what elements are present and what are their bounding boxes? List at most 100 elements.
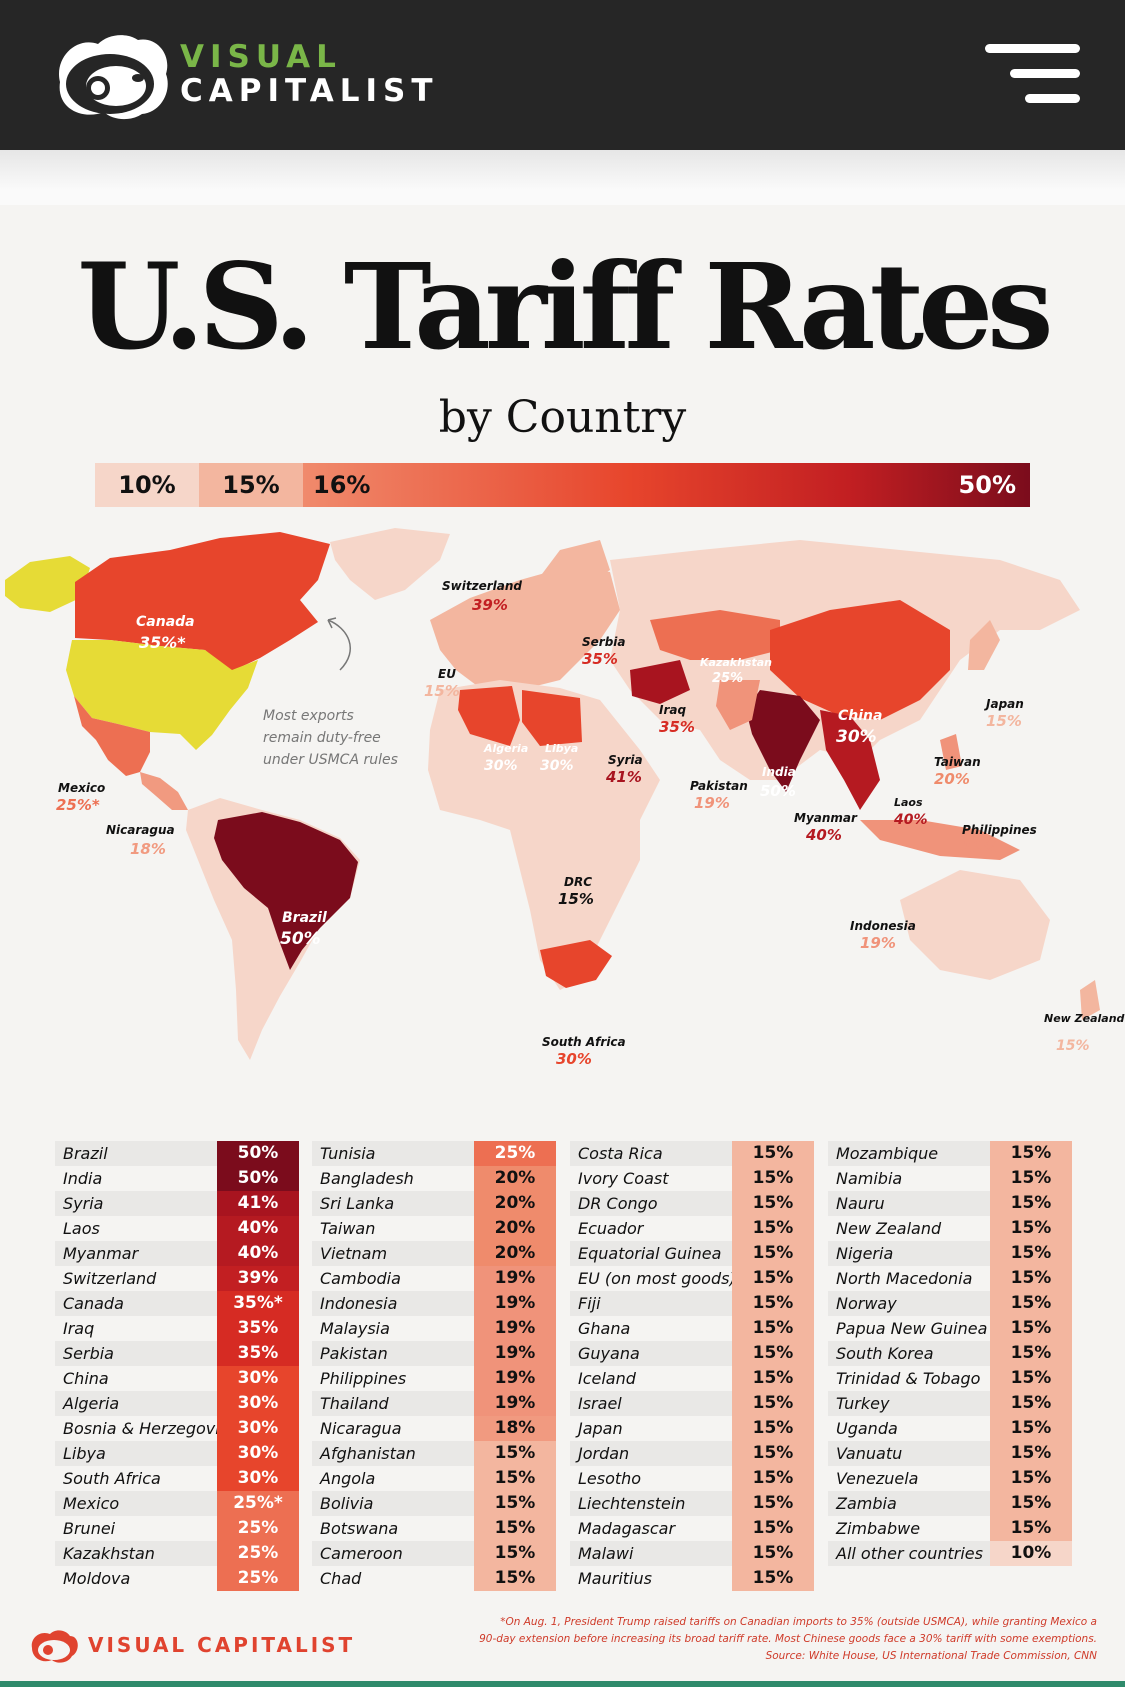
country-name: Equatorial Guinea xyxy=(570,1241,732,1266)
label-canada-name: Canada xyxy=(136,614,195,630)
tariff-rate: 50% xyxy=(217,1166,299,1191)
table-row: Indonesia 19% xyxy=(312,1291,556,1316)
table-row: China 30% xyxy=(55,1366,299,1391)
tariff-rate: 19% xyxy=(474,1266,556,1291)
title-part-rates: Rates xyxy=(704,237,1053,376)
label-drc-name: DRC xyxy=(564,875,592,889)
kazakhstan-shape xyxy=(650,610,780,660)
table-row: Uganda 15% xyxy=(828,1416,1072,1441)
label-mexico-name: Mexico xyxy=(58,781,105,795)
country-name: Iceland xyxy=(578,1369,636,1388)
tariff-rate: 15% xyxy=(732,1516,814,1541)
country-name: Algeria xyxy=(55,1391,217,1416)
table-row: South Korea 15% xyxy=(828,1341,1072,1366)
usmca-note-line2: remain duty-free xyxy=(263,730,381,746)
new-zealand-shape xyxy=(1080,980,1100,1020)
country-name: Brazil xyxy=(55,1141,217,1166)
table-row: Botswana 15% xyxy=(312,1516,556,1541)
country-name: Namibia xyxy=(836,1169,903,1188)
canada-shape xyxy=(75,532,330,672)
table-row: Laos 40% xyxy=(55,1216,299,1241)
tariff-rate: 15% xyxy=(990,1441,1072,1466)
greenland-shape xyxy=(330,528,450,600)
table-row: Zambia 15% xyxy=(828,1491,1072,1516)
tariff-rate: 15% xyxy=(990,1516,1072,1541)
table-row: Sri Lanka 20% xyxy=(312,1191,556,1216)
country-name: Venezuela xyxy=(836,1469,919,1488)
country-name: Syria xyxy=(55,1191,217,1216)
tariff-rate: 35% xyxy=(217,1341,299,1366)
table-row: Ecuador 15% xyxy=(570,1216,814,1241)
table-row: Ivory Coast 15% xyxy=(570,1166,814,1191)
label-libya-rate: 30% xyxy=(540,758,574,774)
world-tariff-map: Most exports remain duty-free under USMC… xyxy=(5,528,1125,1068)
libya-shape xyxy=(522,690,582,746)
algeria-shape xyxy=(458,686,520,746)
table-row: Vanuatu 15% xyxy=(828,1441,1072,1466)
tariff-rate: 15% xyxy=(732,1466,814,1491)
table-row: Syria 41% xyxy=(55,1191,299,1216)
tariff-rate: 15% xyxy=(732,1141,814,1166)
china-shape xyxy=(770,600,950,720)
country-name: India xyxy=(63,1169,103,1188)
country-name: Taiwan xyxy=(320,1219,376,1238)
tariff-rate: 15% xyxy=(732,1266,814,1291)
tariff-rate: 40% xyxy=(217,1241,299,1266)
label-new-zealand-name: New Zealand xyxy=(1044,1012,1125,1025)
brand-wordmark[interactable]: VISUAL CAPITALIST xyxy=(180,42,439,107)
table-row: Mexico 25%* xyxy=(55,1491,299,1516)
country-name: Fiji xyxy=(570,1291,732,1316)
tariff-rate: 15% xyxy=(732,1491,814,1516)
country-name: Guyana xyxy=(570,1341,732,1366)
tariff-rate: 15% xyxy=(732,1241,814,1266)
tariff-rate: 20% xyxy=(474,1191,556,1216)
tariff-rate: 15% xyxy=(474,1466,556,1491)
label-eu-rate: 15% xyxy=(424,682,460,700)
visual-capitalist-logo-icon[interactable] xyxy=(46,28,174,122)
table-row: Cambodia 19% xyxy=(312,1266,556,1291)
country-name: Mauritius xyxy=(578,1569,652,1588)
country-name: Bolivia xyxy=(312,1491,474,1516)
country-name: Libya xyxy=(55,1441,217,1466)
tariff-rate: 15% xyxy=(474,1491,556,1516)
tariff-rate: 30% xyxy=(217,1391,299,1416)
table-row: Brunei 25% xyxy=(55,1516,299,1541)
tariff-rate: 15% xyxy=(732,1416,814,1441)
table-row: Malaysia 19% xyxy=(312,1316,556,1341)
menu-bar-bottom xyxy=(1025,94,1080,103)
europe-shape xyxy=(430,566,620,690)
table-row: Namibia 15% xyxy=(828,1166,1072,1191)
country-name: Myanmar xyxy=(55,1241,217,1266)
legend-16-percent: 16% xyxy=(313,471,371,499)
country-name: Israel xyxy=(570,1391,732,1416)
label-algeria-rate: 30% xyxy=(484,758,518,774)
brand-line-capitalist: CAPITALIST xyxy=(180,73,439,109)
country-name: Serbia xyxy=(55,1341,217,1366)
hamburger-menu-icon[interactable] xyxy=(985,44,1080,106)
table-row: EU (on most goods) 15% xyxy=(570,1266,814,1291)
tariff-rate: 35% xyxy=(217,1316,299,1341)
country-name: Ecuador xyxy=(578,1219,644,1238)
label-drc-rate: 15% xyxy=(558,890,594,908)
country-name: Nigeria xyxy=(828,1241,990,1266)
tariff-rate: 15% xyxy=(990,1166,1072,1191)
table-row: Liechtenstein 15% xyxy=(570,1491,814,1516)
tariff-rate: 19% xyxy=(474,1366,556,1391)
country-name: Liechtenstein xyxy=(570,1491,732,1516)
table-row: Cameroon 15% xyxy=(312,1541,556,1566)
table-row: Canada 35%* xyxy=(55,1291,299,1316)
label-syria-rate: 41% xyxy=(605,768,642,786)
header-shadow xyxy=(0,150,1125,190)
tariff-rate: 15% xyxy=(990,1466,1072,1491)
footer-brand: VISUAL CAPITALIST xyxy=(88,1633,356,1657)
country-name: Afghanistan xyxy=(312,1441,474,1466)
table-row: Turkey 15% xyxy=(828,1391,1072,1416)
tariff-rate: 30% xyxy=(217,1466,299,1491)
country-name: Mexico xyxy=(55,1491,217,1516)
tariff-rate: 15% xyxy=(990,1316,1072,1341)
label-myanmar-rate: 40% xyxy=(805,826,842,844)
label-japan-rate: 15% xyxy=(986,712,1022,730)
label-myanmar-name: Myanmar xyxy=(794,811,858,825)
footer-source: Source: White House, US International Tr… xyxy=(765,1650,1097,1662)
infographic-title: U.S. Tariff Rates xyxy=(0,248,1125,366)
